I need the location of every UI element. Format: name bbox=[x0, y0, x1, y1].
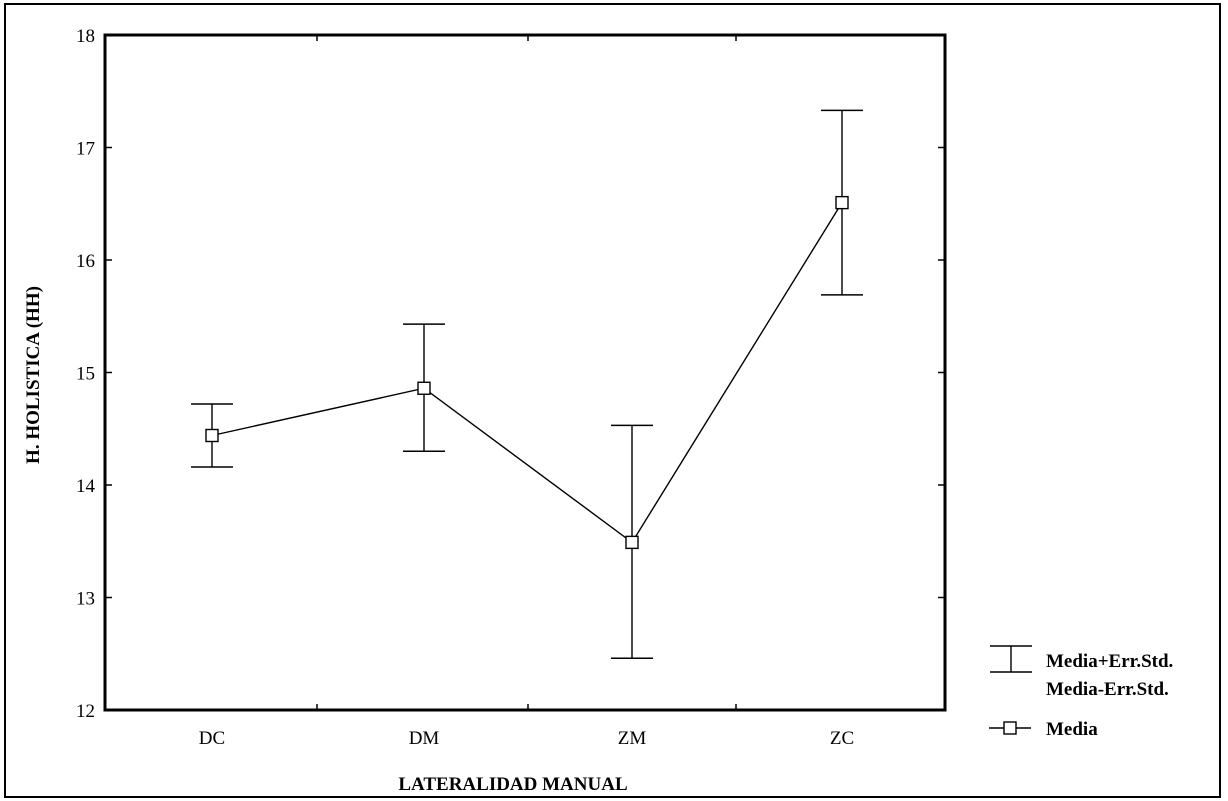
y-tick-label: 15 bbox=[76, 364, 95, 385]
legend-label-upper: Media+Err.Std. bbox=[1046, 651, 1173, 672]
mean-point bbox=[625, 535, 639, 550]
y-tick-label: 16 bbox=[76, 251, 95, 272]
x-axis-title: LATERALIDAD MANUAL bbox=[398, 774, 627, 795]
mean-points bbox=[205, 195, 849, 550]
x-tick-label: DM bbox=[409, 728, 440, 749]
x-tick-label: DC bbox=[199, 728, 225, 749]
legend-mean-icon bbox=[989, 721, 1031, 735]
x-ticks: DC DM ZM ZC bbox=[199, 35, 854, 749]
mean-point bbox=[205, 428, 219, 443]
mean-point bbox=[417, 381, 431, 395]
y-tick-label: 12 bbox=[76, 701, 95, 722]
mean-line bbox=[211, 202, 843, 544]
y-axis-title: H. HOLISTICA (HH) bbox=[23, 286, 44, 464]
x-tick-label: ZC bbox=[830, 728, 854, 749]
plot-area bbox=[103, 33, 947, 712]
legend-label-lower: Media-Err.Std. bbox=[1046, 679, 1169, 700]
error-bars bbox=[191, 109, 863, 659]
x-tick-label: ZM bbox=[618, 728, 647, 749]
y-tick-label: 14 bbox=[76, 476, 96, 497]
chart-frame bbox=[4, 3, 1221, 798]
y-ticks: 12 13 14 15 16 17 18 bbox=[76, 26, 945, 722]
y-tick-label: 18 bbox=[76, 26, 95, 47]
legend: Media+Err.Std. Media-Err.Std. Media bbox=[989, 645, 1173, 740]
y-tick-label: 17 bbox=[76, 139, 95, 160]
legend-label-mean: Media bbox=[1046, 719, 1098, 740]
y-tick-label: 13 bbox=[76, 589, 95, 610]
mean-point bbox=[835, 195, 849, 210]
legend-error-icon bbox=[990, 645, 1032, 673]
